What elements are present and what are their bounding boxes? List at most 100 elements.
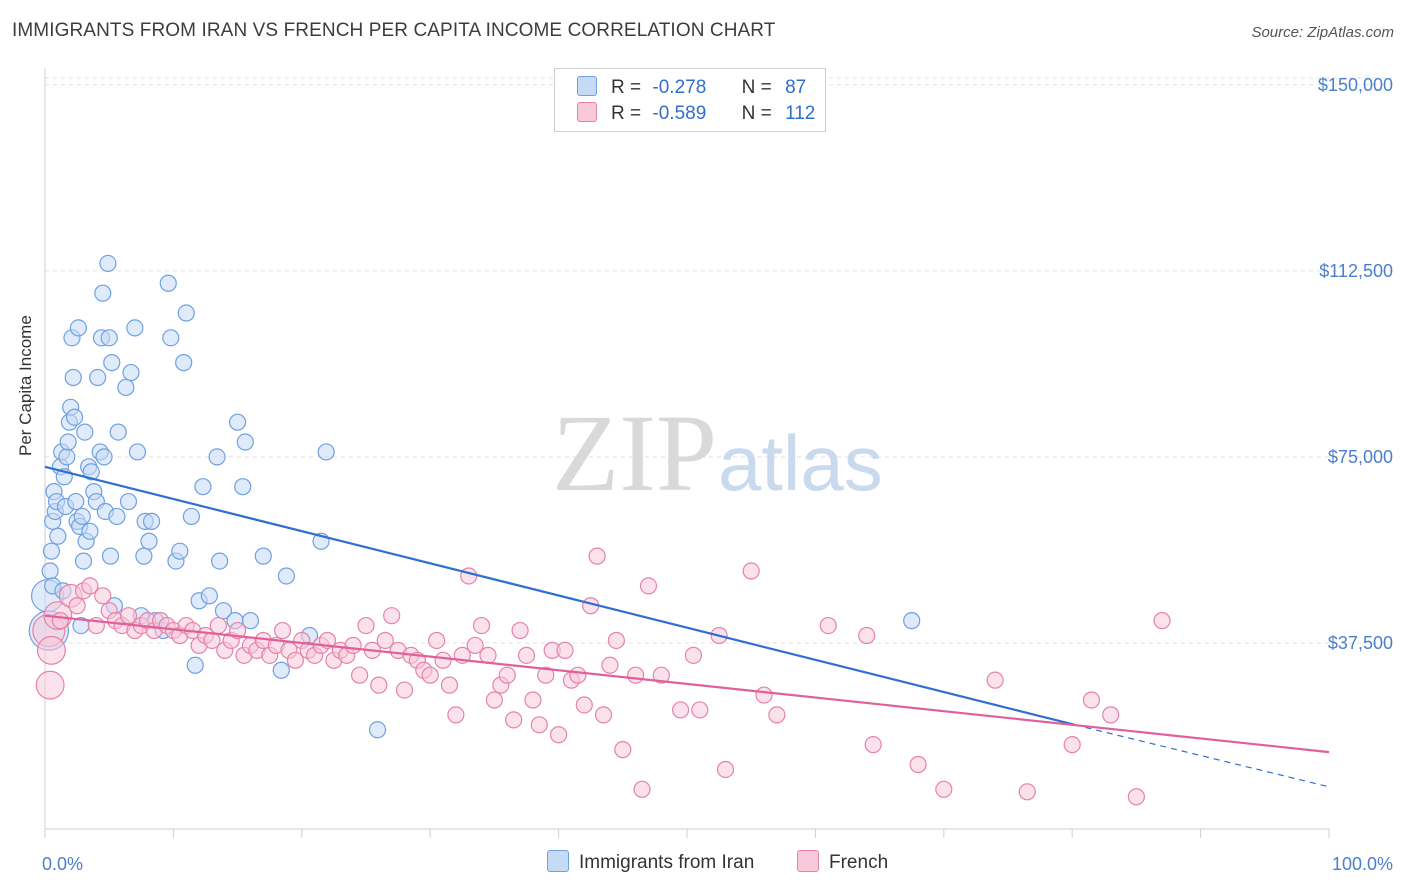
data-point [277,567,295,585]
data-point [135,547,153,565]
data-point [81,522,99,540]
data-point [716,760,735,779]
data-point [122,363,140,382]
data-point [627,666,645,684]
data-point [344,636,362,655]
data-point [742,562,760,580]
data-point [117,378,135,397]
data-point [909,755,927,774]
data-point [182,507,200,526]
data-point [1082,691,1101,709]
data-point [524,691,542,709]
data-point [200,587,218,605]
x-tick-labels: 0.0% 100.0% [42,854,1393,874]
data-point [51,612,70,630]
data-point [549,726,568,744]
data-point [428,631,446,650]
data-point [479,646,497,664]
data-point [103,354,121,372]
bottom-legend-french: French [797,850,888,874]
data-point [99,254,117,273]
bottom-legend-swatch-french [797,850,819,872]
data-point [601,656,619,674]
data-point [1153,612,1171,630]
legend-n-value-french: 112 [785,103,816,124]
data-point [41,562,59,580]
data-point [819,616,837,635]
data-point [614,741,632,759]
legend-swatch-iran [577,75,597,96]
data-point [395,681,414,699]
data-point [768,706,786,724]
data-point [49,527,67,545]
data-point [82,463,100,481]
data-point [95,448,113,466]
data-point [517,646,536,664]
data-point [986,671,1004,689]
data-point [64,368,82,387]
data-point [175,354,193,372]
y-tick-labels: $37,500 $75,000 $112,500 $150,000 [1318,75,1393,653]
data-point [36,635,66,665]
data-point [101,547,120,565]
data-point [350,666,369,684]
data-point [100,329,118,347]
y-tick-label-0: $37,500 [1328,633,1393,653]
data-point [126,319,144,337]
legend-r-value-french: -0.589 [652,103,707,124]
legend-n-value-iran: 87 [785,77,807,98]
data-point [186,656,204,674]
data-point [903,612,921,630]
data-point [466,636,484,655]
source-label: Source: ZipAtlas.com [1251,24,1394,41]
data-point [639,577,658,595]
data-point [472,616,491,635]
y-tick-label-2: $112,500 [1319,261,1393,281]
data-point [208,448,226,466]
data-point [119,492,138,511]
gridlines [45,77,1392,644]
data-point [229,621,247,640]
watermark: ZIP atlas [552,392,883,514]
data-point [58,448,76,466]
data-point [671,701,690,719]
legend-row-french: R = -0.589 N = 112 [577,101,816,127]
data-point [211,552,229,570]
data-point [236,433,254,451]
data-point [370,676,388,694]
correlation-legend: R = -0.278 N = 87 R = -0.589 N = 112 [554,68,826,132]
trend-line-0 [44,465,1076,726]
data-point [537,666,555,684]
data-point [1127,788,1146,806]
legend-swatch-french [577,101,597,122]
data-point [569,666,587,684]
data-point [1063,736,1081,754]
data-point [1102,706,1120,724]
data-point [94,284,112,302]
data-point [272,661,290,679]
data-point [194,478,212,496]
y-tick-label-1: $75,000 [1328,447,1393,467]
data-point [440,676,459,694]
x-tick-label-1: 100.0% [1332,854,1393,874]
data-point [691,701,709,719]
legend-r-value-iran: -0.278 [652,77,707,98]
data-point [864,736,882,754]
data-point [575,696,593,714]
data-point [94,587,112,605]
data-point [234,478,252,496]
data-point [594,706,613,724]
axes [44,68,1330,838]
data-point [89,368,107,387]
data-point [140,532,158,550]
data-point [171,542,189,560]
y-tick-label-3: $150,000 [1318,75,1393,95]
data-point [273,621,292,640]
data-point [68,597,86,615]
data-point [376,631,394,650]
data-point [421,666,439,684]
data-point [74,552,93,570]
data-point [67,492,85,511]
x-tick-label-0: 0.0% [42,854,83,874]
bottom-legend-swatch-iran [547,850,569,872]
